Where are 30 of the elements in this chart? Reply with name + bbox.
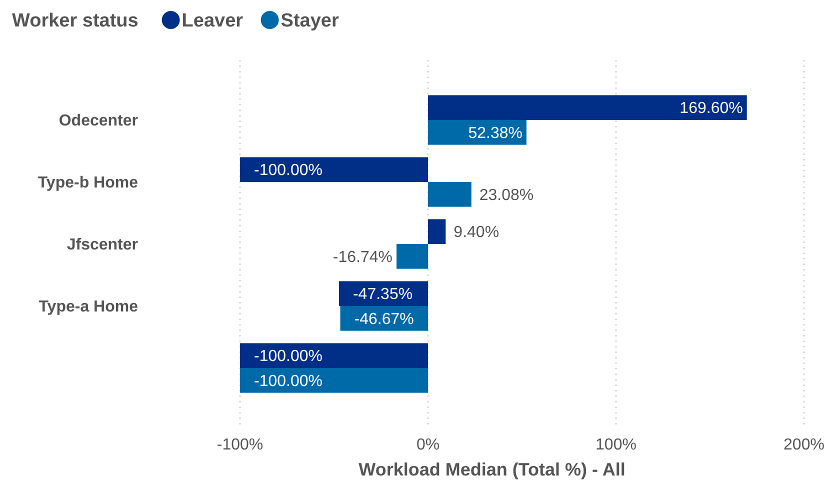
y-tick-label: Type-b Home [38,174,138,192]
data-label: -47.35% [352,286,413,304]
x-tick-label: -100% [216,436,264,454]
data-label: 169.60% [680,100,743,118]
bar [240,157,428,182]
y-tick-label: Type-a Home [38,298,138,316]
legend-label: Stayer [280,10,340,32]
bar [428,95,747,120]
bar [428,219,446,244]
data-label: 9.40% [454,224,500,242]
data-label: -16.74% [332,249,393,266]
y-tick-label: Odecenter [58,112,138,130]
x-tick-label: 200% [784,436,824,454]
data-label: 23.08% [479,187,534,204]
data-label: 52.38% [468,125,522,142]
bar [428,182,472,207]
y-tick-label: Jfscenter [66,236,138,254]
x-axis-title: Workload Median (Total %) - All [358,459,626,480]
x-tick-label: 0% [416,436,440,454]
bar [240,368,428,393]
data-label: -100.00% [254,373,322,390]
bar [396,244,428,269]
legend-label: Leaver [182,10,244,32]
bar [428,120,526,145]
data-label: -100.00% [254,348,322,366]
bar [240,343,428,368]
legend-title: Worker status [12,10,138,32]
data-label: -100.00% [254,162,322,180]
x-tick-label: 100% [596,436,636,454]
data-label: -46.67% [354,311,414,328]
